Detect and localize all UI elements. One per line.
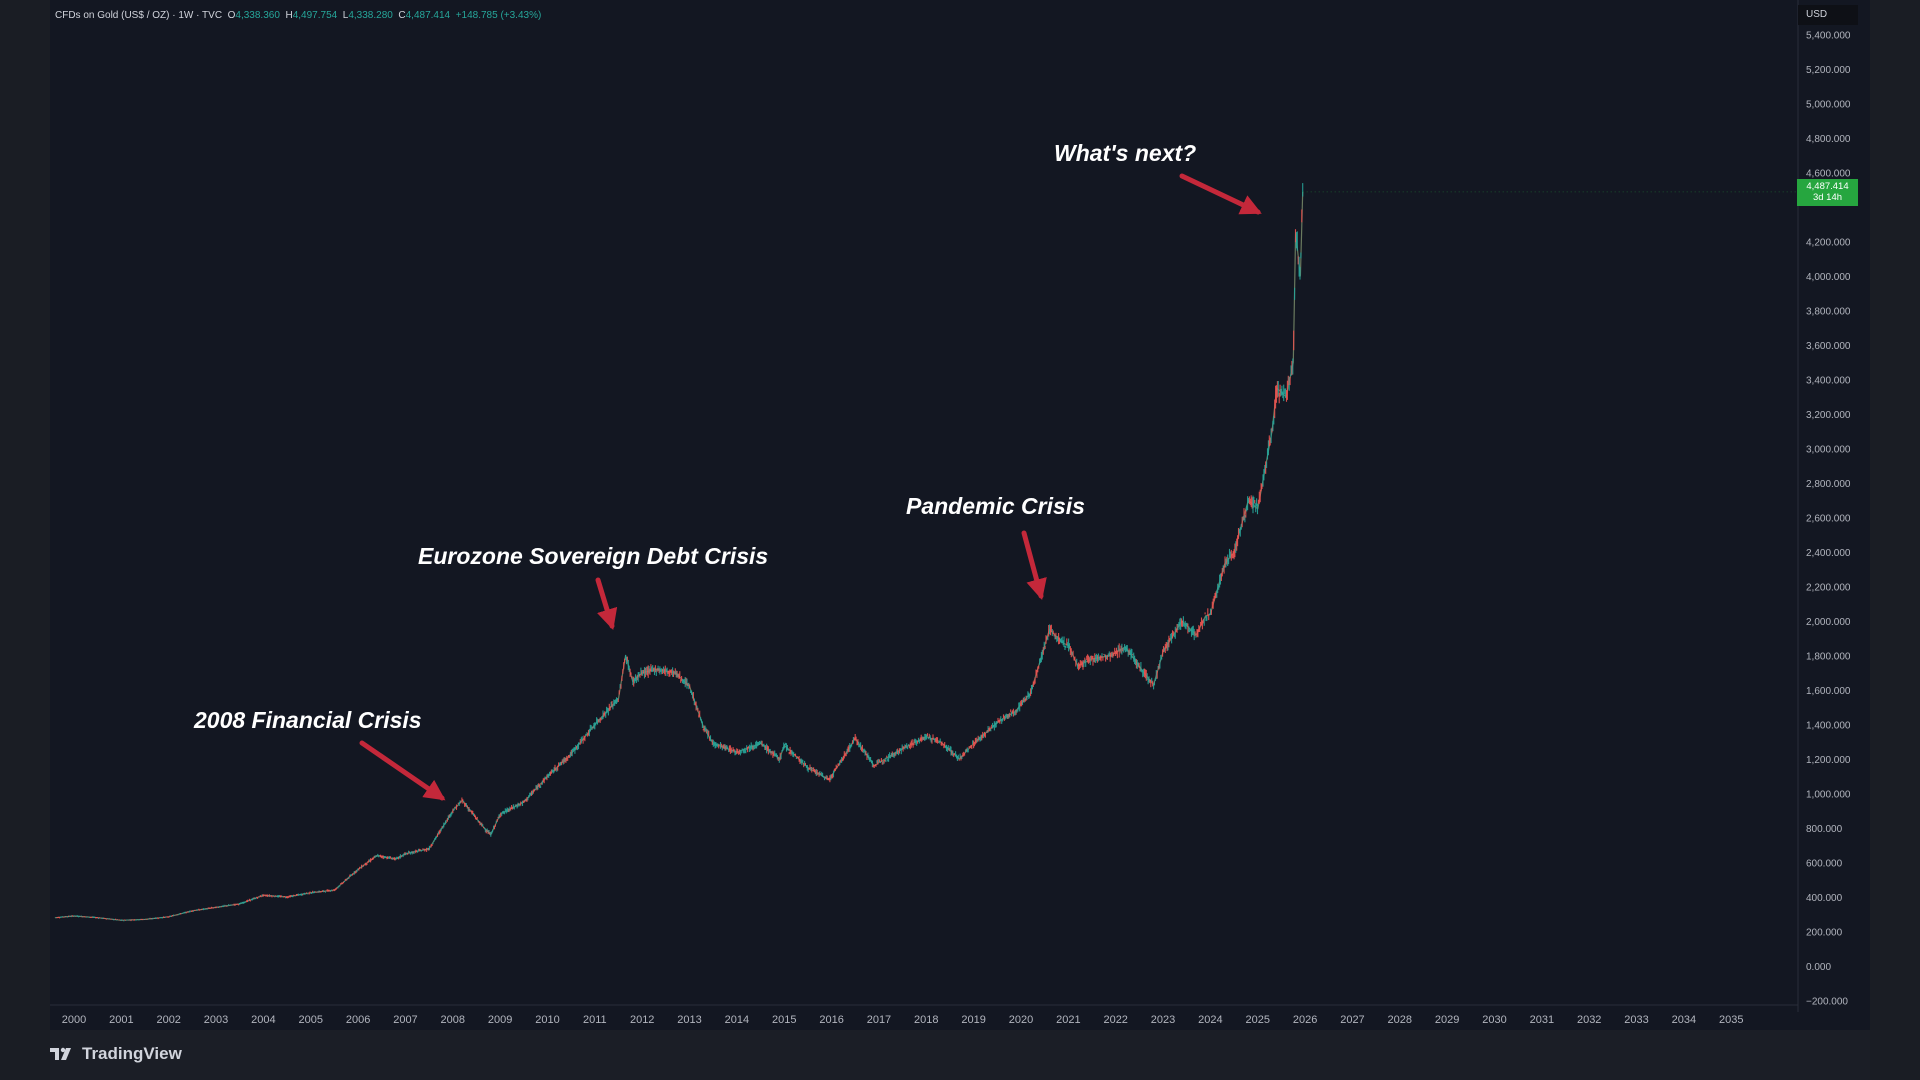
arrow-pandemic-crisis	[1021, 530, 1047, 601]
y-tick-label: 1,600.000	[1806, 686, 1851, 697]
x-tick-label: 2007	[393, 1014, 417, 1026]
legend-close-label: C	[398, 10, 406, 21]
annotation-2008-financial-crisis: 2008 Financial Crisis	[194, 707, 422, 733]
x-tick-label: 2017	[867, 1014, 891, 1026]
legend-open-value: 4,338.360	[235, 10, 280, 21]
last-price-value: 4,487.414	[1806, 180, 1849, 192]
arrow-whats-next	[1179, 173, 1262, 215]
legend-low-label: L	[342, 10, 349, 21]
x-tick-label: 2033	[1624, 1014, 1648, 1026]
arrow-2008-financial-crisis	[359, 740, 446, 801]
x-tick-label: 2026	[1293, 1014, 1317, 1026]
x-tick-label: 2018	[914, 1014, 938, 1026]
y-tick-label: 4,600.000	[1806, 169, 1851, 180]
tradingview-logo-icon	[50, 1047, 71, 1060]
y-tick-label: 3,000.000	[1806, 445, 1851, 456]
y-tick-label: 3,200.000	[1806, 410, 1851, 421]
y-tick-label: 1,000.000	[1806, 790, 1851, 801]
x-tick-label: 2034	[1672, 1014, 1696, 1026]
x-tick-label: 2002	[156, 1014, 180, 1026]
y-tick-label: 1,400.000	[1806, 721, 1851, 732]
legend-high-label: H	[285, 10, 293, 21]
x-tick-label: 2035	[1719, 1014, 1743, 1026]
x-tick-label: 2016	[819, 1014, 843, 1026]
y-tick-label: 3,600.000	[1806, 341, 1851, 352]
y-tick-label: 5,400.000	[1806, 31, 1851, 42]
last-price-tag: 4,487.414 3d 14h	[1797, 178, 1858, 206]
y-tick-label: 200.000	[1806, 928, 1843, 939]
y-tick-label: 3,800.000	[1806, 307, 1851, 318]
x-tick-label: 2004	[251, 1014, 275, 1026]
y-tick-label: 4,800.000	[1806, 134, 1851, 145]
symbol-legend[interactable]: CFDs on Gold (US$ / OZ) · 1W · TVC O4,33…	[55, 10, 541, 21]
x-tick-label: 2011	[583, 1014, 607, 1026]
price-series[interactable]	[54, 183, 1798, 922]
y-tick-label: 600.000	[1806, 859, 1843, 870]
brand-name: TradingView	[82, 1044, 182, 1063]
x-tick-label: 2031	[1530, 1014, 1554, 1026]
y-tick-label: 800.000	[1806, 824, 1843, 835]
y-tick-label: 2,600.000	[1806, 514, 1851, 525]
x-tick-label: 2001	[109, 1014, 133, 1026]
chart-area[interactable]	[50, 0, 1870, 1080]
x-tick-label: 2009	[488, 1014, 512, 1026]
legend-open-label: O	[227, 10, 236, 21]
arrow-eurozone-crisis	[595, 577, 618, 631]
x-tick-label: 2022	[1103, 1014, 1127, 1026]
y-tick-label: 5,000.000	[1806, 100, 1851, 111]
footer-bar: TradingView	[50, 1030, 1870, 1080]
x-tick-label: 2005	[299, 1014, 323, 1026]
x-tick-label: 2030	[1482, 1014, 1506, 1026]
annotation-whats-next: What's next?	[1054, 140, 1197, 166]
screenshot-left-margin	[0, 0, 50, 1080]
x-tick-label: 2020	[1009, 1014, 1033, 1026]
y-tick-label: 0.000	[1806, 962, 1831, 973]
y-tick-label: 5,200.000	[1806, 65, 1851, 76]
x-tick-label: 2003	[204, 1014, 228, 1026]
y-tick-label: 2,000.000	[1806, 617, 1851, 628]
legend-change: +148.785 (+3.43%)	[455, 10, 542, 21]
price-axis[interactable]: 5,400.000 5,200.000 5,000.000 4,800.000 4,60…	[1806, 31, 1851, 1008]
x-tick-label: 2013	[677, 1014, 701, 1026]
x-tick-label: 2027	[1340, 1014, 1364, 1026]
y-tick-label: 2,800.000	[1806, 479, 1851, 490]
x-tick-label: 2008	[441, 1014, 465, 1026]
x-tick-label: 2019	[961, 1014, 985, 1026]
y-tick-label: 4,200.000	[1806, 238, 1851, 249]
x-tick-label: 2015	[772, 1014, 796, 1026]
annotation-pandemic-crisis: Pandemic Crisis	[906, 493, 1085, 519]
legend-close-value: 4,487.414	[405, 10, 451, 21]
y-tick-label: 1,800.000	[1806, 652, 1851, 663]
annotation-arrows	[359, 173, 1262, 801]
x-tick-label: 2032	[1577, 1014, 1601, 1026]
y-tick-label: 2,200.000	[1806, 583, 1851, 594]
x-tick-label: 2029	[1435, 1014, 1459, 1026]
bar-countdown: 3d 14h	[1812, 191, 1843, 203]
y-tick-label: 1,200.000	[1806, 755, 1851, 766]
legend-high-value: 4,497.754	[292, 10, 338, 21]
legend-low-value: 4,338.280	[348, 10, 393, 21]
x-tick-label: 2010	[535, 1014, 559, 1026]
x-tick-label: 2000	[62, 1014, 86, 1026]
y-tick-label: −200.000	[1806, 997, 1848, 1008]
price-chart[interactable]: 2000 2001 2002 2003 2004 2005 2006 2007 2008 2009…	[0, 0, 1870, 1030]
y-tick-label: 4,000.000	[1806, 272, 1851, 283]
x-tick-label: 2024	[1198, 1014, 1222, 1026]
legend-symbol: CFDs on Gold (US$ / OZ) · 1W · TVC	[55, 10, 223, 21]
x-tick-label: 2021	[1056, 1014, 1080, 1026]
x-tick-label: 2028	[1388, 1014, 1412, 1026]
x-tick-label: 2025	[1246, 1014, 1270, 1026]
currency-selector[interactable]: USD	[1798, 5, 1858, 25]
time-axis[interactable]: 2000 2001 2002 2003 2004 2005 2006 2007 2008 2009…	[62, 1014, 1744, 1026]
y-tick-label: 3,400.000	[1806, 376, 1851, 387]
x-tick-label: 2023	[1151, 1014, 1175, 1026]
x-tick-label: 2014	[725, 1014, 749, 1026]
y-tick-label: 400.000	[1806, 893, 1843, 904]
annotation-eurozone-crisis: Eurozone Sovereign Debt Crisis	[418, 543, 769, 569]
screenshot-right-margin	[1870, 0, 1920, 1080]
x-tick-label: 2012	[630, 1014, 654, 1026]
y-tick-label: 2,400.000	[1806, 548, 1851, 559]
tradingview-brand[interactable]: TradingView	[50, 1044, 182, 1064]
x-tick-label: 2006	[346, 1014, 370, 1026]
